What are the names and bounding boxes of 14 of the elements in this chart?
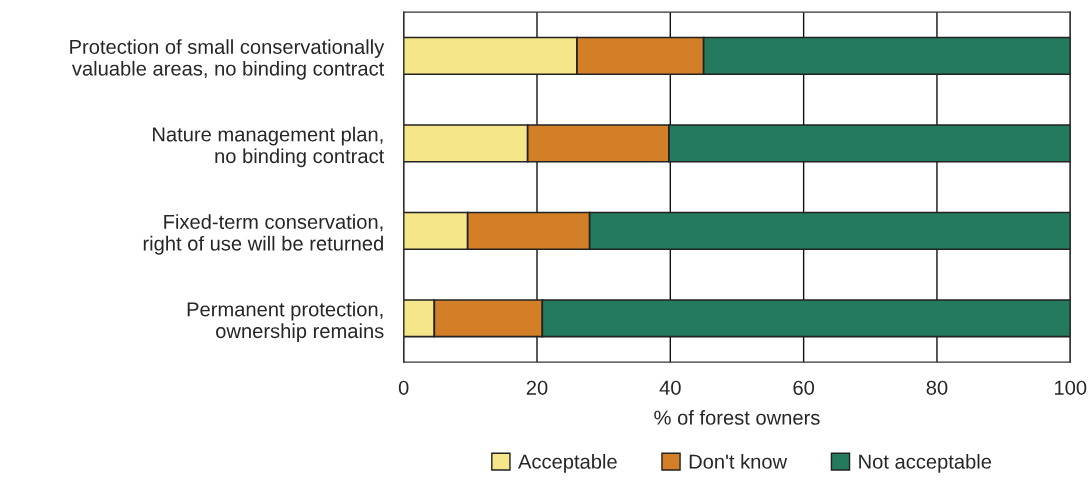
y-tick-label: Nature management plan, no binding contract bbox=[153, 126, 385, 168]
legend-label: Acceptable bbox=[518, 453, 617, 473]
x-tick-label: 100 bbox=[1055, 380, 1087, 395]
y-tick-label: Protection of small conservationally valuable areas, no binding contract bbox=[70, 39, 385, 80]
legend-label: Not acceptable bbox=[859, 453, 992, 473]
legend-label: Don't know bbox=[689, 453, 788, 469]
y-tick-label: Permanent protection, ownership remains bbox=[187, 301, 384, 343]
x-tick-label: 0 bbox=[398, 380, 409, 395]
x-axis-title: % of forest owners bbox=[654, 410, 820, 425]
x-tick-label: 80 bbox=[926, 380, 948, 395]
x-tick-label: 40 bbox=[659, 380, 681, 395]
x-tick-label: 20 bbox=[526, 380, 548, 395]
x-tick-label: 60 bbox=[793, 380, 815, 395]
y-tick-label: Fixed-term conservation, right of use will be returned bbox=[143, 214, 383, 255]
